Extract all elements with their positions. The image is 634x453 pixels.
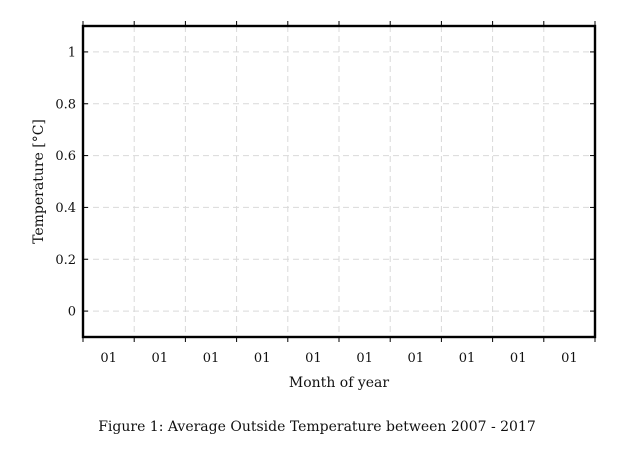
x-tick-label: 01 [100,351,117,366]
x-tick-label: 01 [561,351,578,366]
y-tick-label: 0.2 [55,253,76,268]
x-tick-label: 01 [510,351,527,366]
x-tick-label: 01 [305,351,322,366]
figure-caption: Figure 1: Average Outside Temperature be… [98,419,536,435]
x-axis-label: Month of year [289,375,389,391]
y-axis-label: Temperature [°C] [31,119,47,244]
y-tick-label: 0.6 [55,149,76,164]
x-tick-label: 01 [254,351,271,366]
y-tick-labels: 0 0.2 0.4 0.6 0.8 1 [55,45,76,319]
plot-frame [81,24,597,339]
grid-lines [83,26,595,337]
x-tick-label: 01 [152,351,169,366]
x-tick-label: 01 [356,351,373,366]
y-tick-label: 0 [68,305,76,320]
x-tick-labels: 01 01 01 01 01 01 01 01 01 01 [100,351,577,366]
x-tick-label: 01 [459,351,476,366]
x-tick-label: 01 [408,351,425,366]
y-tick-label: 0.8 [55,97,76,112]
y-tick-label: 1 [68,45,76,60]
x-tick-label: 01 [203,351,220,366]
y-tick-label: 0.4 [55,201,76,216]
